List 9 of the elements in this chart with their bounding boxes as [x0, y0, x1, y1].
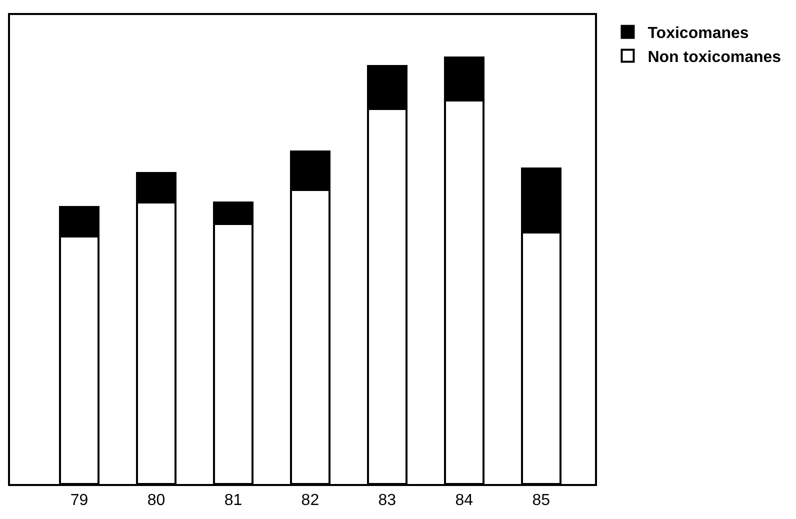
x-tick-label: 85: [532, 492, 550, 510]
x-tick-label: 84: [455, 492, 474, 510]
x-tick-label: 80: [147, 492, 166, 510]
x-tick-label: 81: [224, 492, 242, 510]
legend-label: Non toxicomanes: [648, 48, 782, 66]
x-tick-label: 82: [301, 492, 320, 510]
legend-label: Toxicomanes: [648, 25, 749, 42]
x-tick-label: 83: [378, 492, 396, 510]
x-tick-label: 79: [70, 492, 88, 510]
